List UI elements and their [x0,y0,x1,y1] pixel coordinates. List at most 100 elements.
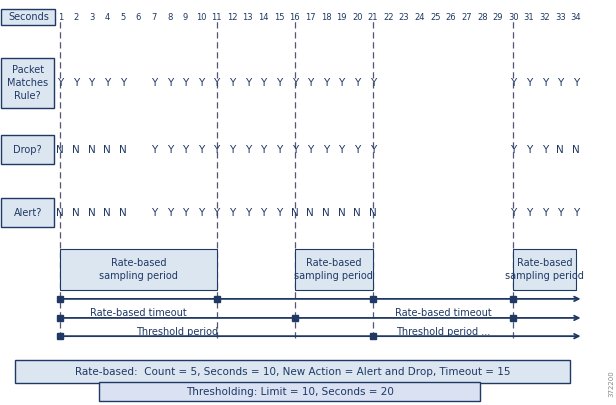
Text: N: N [119,208,127,217]
Text: Y: Y [182,208,188,217]
Text: N: N [119,145,127,155]
Text: 10: 10 [196,13,206,21]
Text: Y: Y [229,208,235,217]
Text: 14: 14 [258,13,269,21]
Text: N: N [87,145,95,155]
Text: 34: 34 [570,13,582,21]
Text: 372200: 372200 [609,370,615,397]
Text: 8: 8 [167,13,172,21]
Text: 11: 11 [211,13,222,21]
Text: Y: Y [526,145,532,155]
Bar [1,198,54,227]
Text: Y: Y [557,208,564,217]
Text: 22: 22 [383,13,394,21]
Text: 6: 6 [136,13,141,21]
Text: Rate-based
sampling period: Rate-based sampling period [294,258,373,281]
Text: Threshold period: Threshold period [137,327,219,337]
Text: Y: Y [198,145,204,155]
Text: 5: 5 [120,13,126,21]
Text: N: N [57,145,64,155]
Text: Y: Y [323,145,329,155]
Text: 17: 17 [305,13,315,21]
Text: Y: Y [338,145,345,155]
Text: Y: Y [307,145,314,155]
Text: Y: Y [541,145,548,155]
Text: Threshold period ...: Threshold period ... [396,327,490,337]
Bar [99,382,480,401]
Text: 16: 16 [290,13,300,21]
Text: N: N [354,208,361,217]
Bar [15,360,570,383]
Text: Rate-based
sampling period: Rate-based sampling period [99,258,178,281]
Text: Y: Y [151,145,157,155]
Text: 26: 26 [445,13,456,21]
Text: Y: Y [166,208,173,217]
Text: N: N [72,208,80,217]
Text: Y: Y [166,145,173,155]
Text: Y: Y [276,145,282,155]
Text: N: N [103,145,111,155]
Text: Y: Y [166,78,173,88]
Text: Seconds: Seconds [8,12,49,22]
Text: 25: 25 [430,13,440,21]
Text: Y: Y [510,78,517,88]
Text: Y: Y [307,78,314,88]
Text: N: N [307,208,314,217]
Bar [1,58,54,108]
Text: Y: Y [557,78,564,88]
Text: Y: Y [214,78,220,88]
Text: 19: 19 [336,13,347,21]
Text: N: N [72,145,80,155]
Text: 1: 1 [58,13,63,21]
Text: N: N [338,208,346,217]
Text: Y: Y [573,78,579,88]
Bar [1,9,55,25]
Text: Y: Y [57,78,63,88]
Text: 33: 33 [555,13,565,21]
Text: 23: 23 [399,13,410,21]
Text: N: N [291,208,299,217]
Text: Y: Y [182,145,188,155]
Text: Y: Y [261,78,267,88]
Text: Y: Y [541,78,548,88]
Text: 7: 7 [152,13,157,21]
Text: 29: 29 [493,13,503,21]
Text: Y: Y [104,78,110,88]
Text: N: N [322,208,330,217]
Text: 28: 28 [477,13,487,21]
Text: Y: Y [229,145,235,155]
Text: Y: Y [573,208,579,217]
Text: Y: Y [151,78,157,88]
Text: Drop?: Drop? [14,145,42,155]
Text: N: N [556,145,564,155]
Text: Y: Y [245,78,251,88]
Text: Y: Y [370,78,376,88]
Text: Y: Y [338,78,345,88]
Text: Y: Y [73,78,79,88]
Bar [294,249,373,290]
Text: Y: Y [214,145,220,155]
Text: 20: 20 [352,13,362,21]
Text: 32: 32 [540,13,550,21]
Text: N: N [369,208,377,217]
Text: 9: 9 [183,13,188,21]
Text: Y: Y [198,78,204,88]
Text: Alert?: Alert? [14,208,42,217]
Text: 31: 31 [524,13,535,21]
Text: Y: Y [276,208,282,217]
Text: 18: 18 [321,13,331,21]
Text: Y: Y [323,78,329,88]
Text: Y: Y [245,145,251,155]
Text: Y: Y [354,78,360,88]
Text: Y: Y [229,78,235,88]
Text: Y: Y [510,208,517,217]
Text: Y: Y [245,208,251,217]
Text: Rate-based timeout: Rate-based timeout [90,308,187,318]
Text: N: N [572,145,580,155]
Text: 24: 24 [415,13,425,21]
Text: Y: Y [526,208,532,217]
Bar [514,249,576,290]
Text: Y: Y [510,145,517,155]
Text: Y: Y [214,208,220,217]
Text: Y: Y [291,145,298,155]
